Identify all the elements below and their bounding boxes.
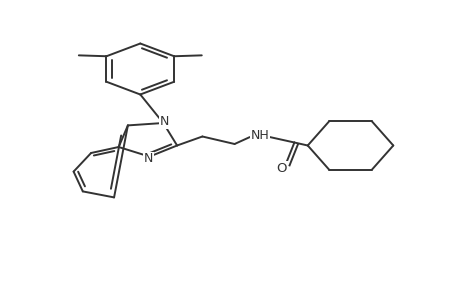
Text: O: O [276, 162, 286, 175]
Text: N: N [144, 152, 153, 166]
Text: NH: NH [250, 129, 269, 142]
Text: N: N [160, 115, 169, 128]
